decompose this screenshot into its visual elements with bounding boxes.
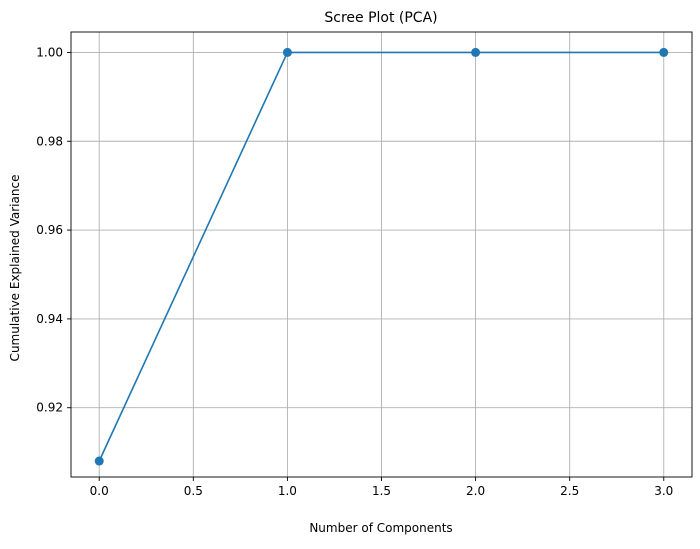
x-tick-label: 3.0	[654, 484, 673, 498]
series-line	[98, 51, 664, 462]
x-tick-label: 1.0	[278, 484, 297, 498]
data-point-marker	[282, 47, 292, 57]
chart-title: Scree Plot (PCA)	[324, 10, 437, 26]
x-tick-label: 0.0	[90, 484, 109, 498]
x-tick-label: 0.5	[184, 484, 203, 498]
series-layer	[94, 47, 669, 466]
y-tick-label: 0.94	[36, 312, 63, 326]
x-tick-label: 1.5	[372, 484, 391, 498]
x-tick-label: 2.0	[466, 484, 485, 498]
data-point-marker	[471, 47, 481, 57]
y-tick-label: 1.00	[36, 45, 63, 59]
y-tick-label: 0.98	[36, 134, 63, 148]
y-tick-label: 0.92	[36, 401, 63, 415]
data-point-marker	[659, 47, 669, 57]
y-tick-label: 0.96	[36, 223, 63, 237]
y-axis-label: Cumulative Explained Variance	[8, 175, 22, 362]
grid-layer	[71, 32, 692, 477]
ticks-layer: 0.0 0.5 1.0 1.5 2.0 2.5 3.0 0.92 0.94 0.96 0.98 1.0…	[36, 45, 673, 498]
data-point-marker	[94, 456, 104, 466]
x-tick-label: 2.5	[560, 484, 579, 498]
x-axis-label: Number of Components	[309, 521, 452, 535]
